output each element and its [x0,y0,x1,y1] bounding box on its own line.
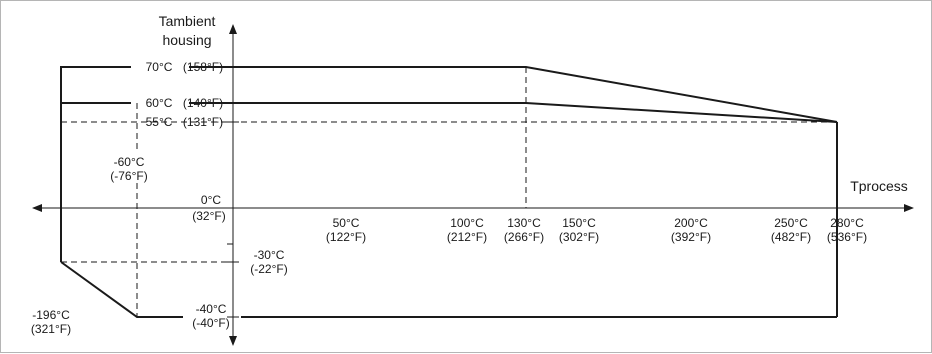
derating-curves [60,66,838,318]
label-minus196c-f: (321°F) [31,322,71,336]
label-150c: 150°C [562,216,596,230]
label-100c: 100°C [450,216,484,230]
label-minus196c: -196°C [32,308,70,322]
y-axis-title-line2: housing [162,32,211,48]
label-60c-f: (140°F) [183,96,223,110]
label-250c-f: (482°F) [771,230,811,244]
label-250c: 250°C [774,216,808,230]
label-280c-f: (536°F) [827,230,867,244]
label-55c-f: (131°F) [183,115,223,129]
label-50c: 50°C [333,216,360,230]
label-minus60c-f: (-76°F) [110,169,147,183]
label-minus30c-f: (-22°F) [250,262,287,276]
label-200c: 200°C [674,216,708,230]
label-280c: 280°C [830,216,864,230]
label-60c: 60°C [146,96,173,110]
label-100c-f: (212°F) [447,230,487,244]
label-55c: 55°C [146,115,173,129]
dashed-guides [61,67,837,317]
label-minus40c-f: (-40°F) [192,316,229,330]
label-200c-f: (392°F) [671,230,711,244]
label-50c-f: (122°F) [326,230,366,244]
label-0c: 0°C [201,193,221,207]
label-minus40c: -40°C [196,302,227,316]
label-0c-f: (32°F) [192,209,225,223]
curve-minus40 [60,261,183,318]
label-130c-f: (266°F) [504,230,544,244]
curve-60c-right [189,102,838,123]
label-130c: 130°C [507,216,541,230]
curve-70c-right [189,66,838,123]
x-axis-title: Tprocess [850,178,908,194]
y-axis-title-line1: Tambient [159,13,216,29]
label-minus60c: -60°C [114,155,145,169]
label-150c-f: (302°F) [559,230,599,244]
curve-70c [60,66,131,262]
label-70c: 70°C [146,60,173,74]
label-70c-f: (158°F) [183,60,223,74]
label-minus30c: -30°C [254,248,285,262]
